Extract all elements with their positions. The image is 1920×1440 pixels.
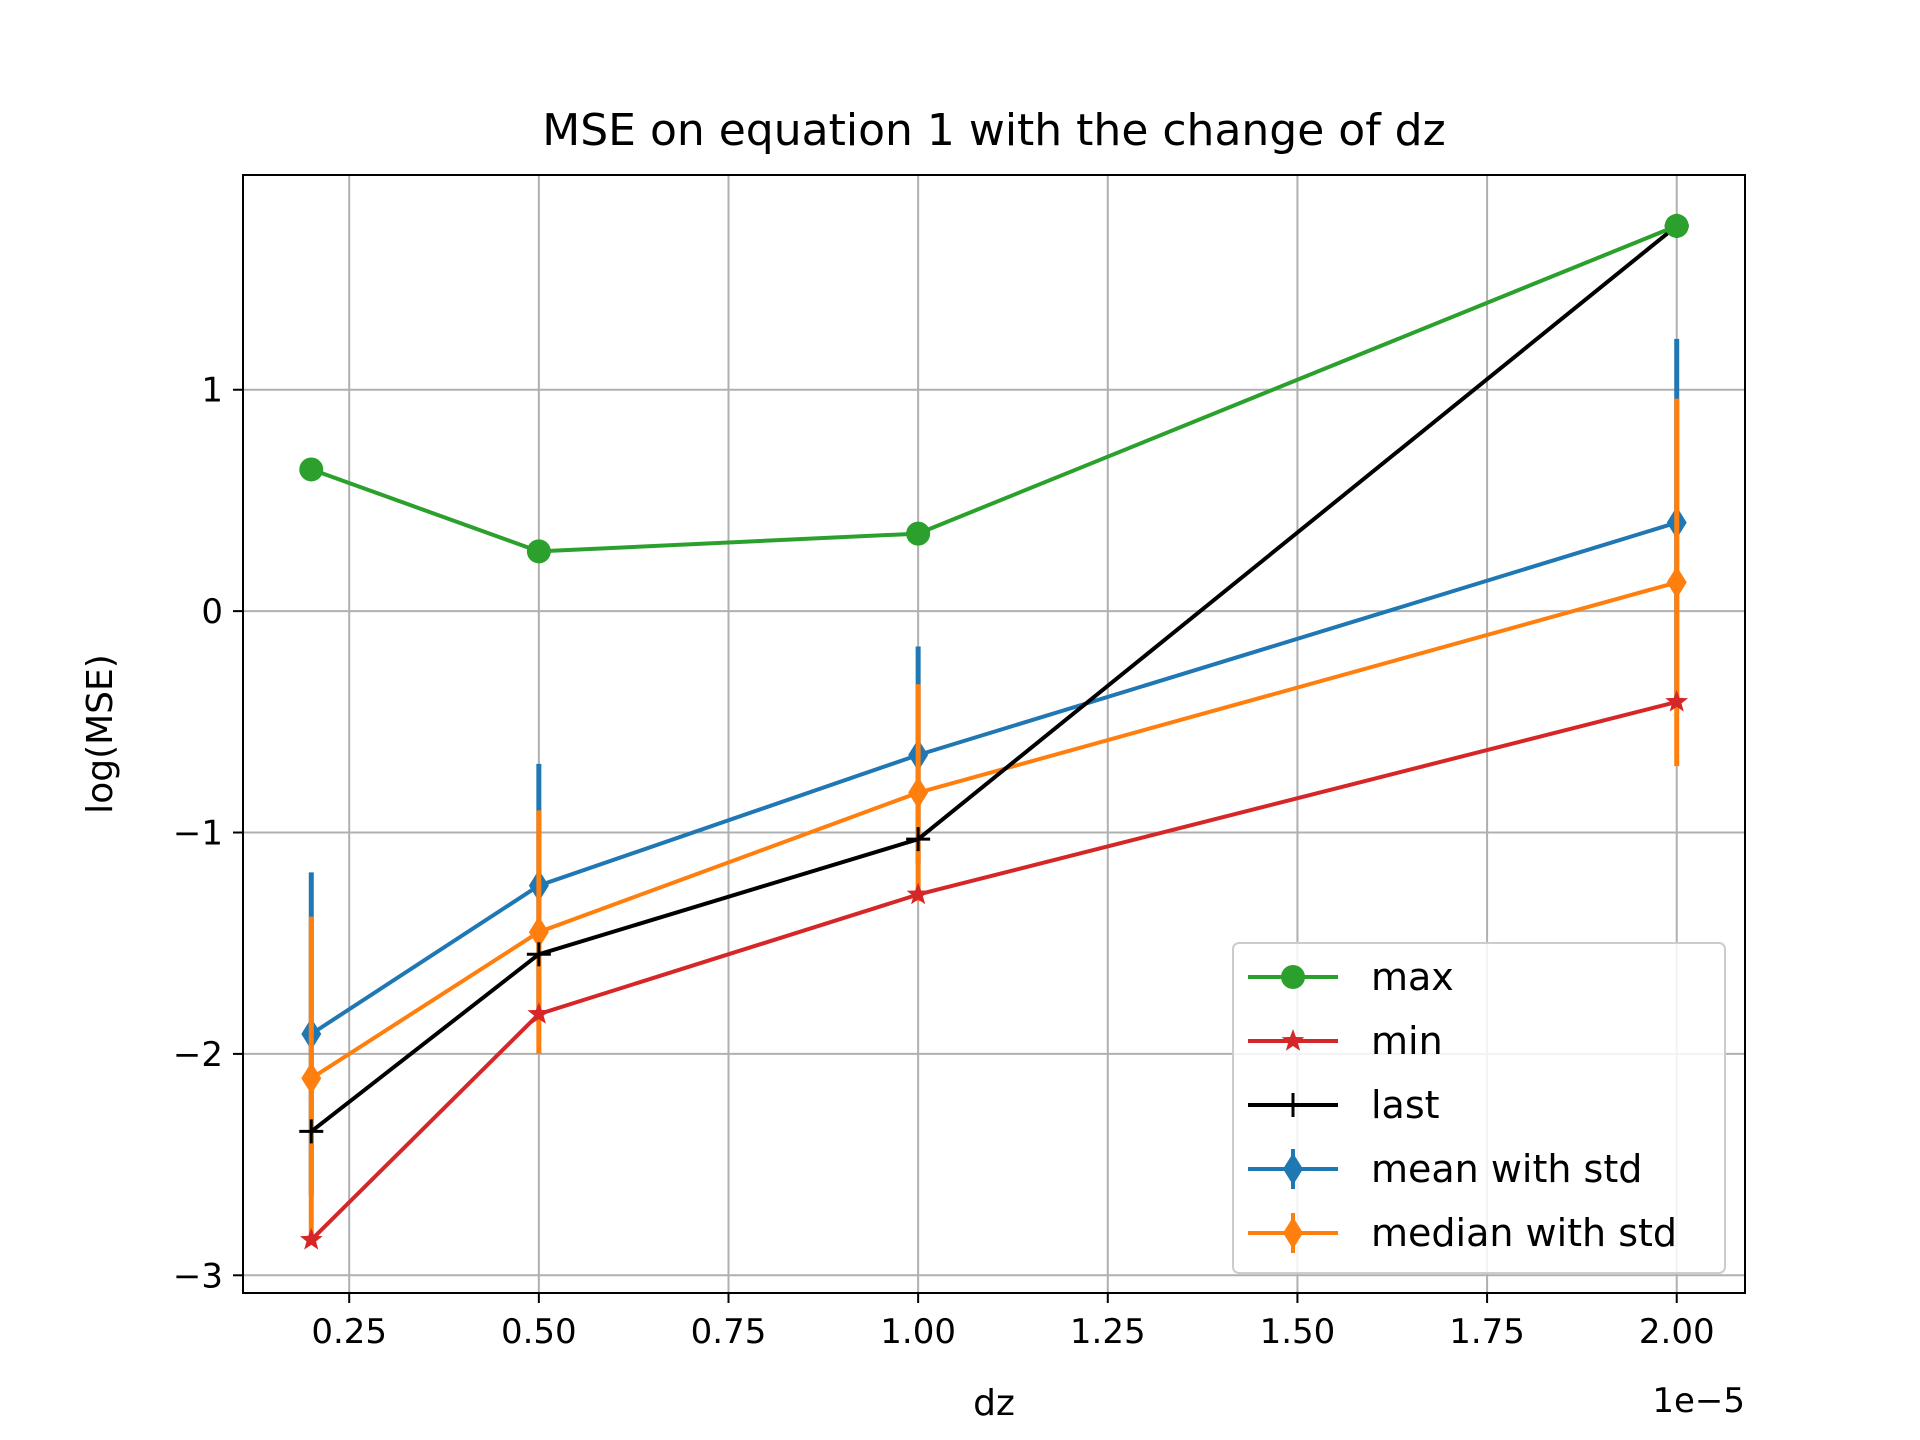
data-point	[526, 539, 551, 564]
legend-marker	[1281, 1093, 1305, 1117]
y-tick-label: 0	[201, 592, 223, 632]
y-tick-label: −3	[173, 1256, 223, 1296]
legend-marker	[1281, 1029, 1305, 1051]
series-line	[310, 224, 1678, 1133]
data-point	[528, 916, 549, 949]
data-point	[908, 776, 929, 809]
legend-entry: min	[1248, 1019, 1443, 1063]
x-tick-label: 1.50	[1260, 1312, 1336, 1352]
data-point	[527, 1002, 551, 1024]
series-line	[310, 520, 1678, 1036]
data-point	[526, 942, 551, 967]
legend-label: mean with std	[1371, 1147, 1642, 1191]
legend-label: max	[1371, 955, 1454, 999]
plot-area	[299, 213, 1689, 1250]
data-point	[299, 1119, 324, 1144]
legend-entry: last	[1248, 1083, 1440, 1127]
data-point	[301, 1062, 322, 1095]
data-point	[1665, 689, 1689, 712]
x-tick-label: 0.50	[501, 1312, 577, 1352]
axis-ticks: 0.25 0.50 0.75 1.00 1.25 1.50 1.75 2.00 −3 −2 −1 0 1	[173, 371, 1715, 1352]
series-line	[310, 580, 1678, 1080]
x-axis-offset-label: 1e−5	[1652, 1381, 1745, 1421]
data-point	[906, 521, 931, 546]
series-line	[310, 224, 1678, 554]
series-min	[299, 689, 1689, 1250]
chart-title: MSE on equation 1 with the change of dz	[542, 105, 1445, 156]
legend-label: median with std	[1371, 1211, 1677, 1255]
legend-marker	[1283, 1217, 1303, 1249]
legend-box	[1232, 942, 1726, 1274]
data-point	[906, 827, 931, 852]
data-point	[1664, 213, 1689, 238]
legend-label: last	[1371, 1083, 1440, 1127]
legend-label: min	[1371, 1019, 1443, 1063]
x-axis-label: dz	[973, 1383, 1015, 1424]
legend-entry: max	[1248, 955, 1454, 999]
series-max	[299, 213, 1689, 564]
series-line	[309, 699, 1678, 1242]
data-point	[299, 1227, 323, 1250]
y-tick-label: −2	[173, 1035, 223, 1075]
x-tick-label: 2.00	[1639, 1312, 1715, 1352]
legend-marker	[1281, 965, 1305, 989]
x-tick-label: 1.25	[1070, 1312, 1146, 1352]
y-tick-label: 1	[201, 371, 223, 411]
data-point	[299, 457, 324, 482]
data-point	[906, 882, 930, 905]
x-tick-label: 1.75	[1449, 1312, 1525, 1352]
legend: max min last mean with std median with std	[1232, 942, 1726, 1274]
y-axis-label: log(MSE)	[80, 654, 121, 814]
y-tick-label: −1	[173, 814, 223, 854]
legend-entry: mean with std	[1248, 1147, 1642, 1191]
x-tick-label: 0.25	[311, 1312, 387, 1352]
x-tick-label: 1.00	[880, 1312, 956, 1352]
data-point	[1666, 566, 1687, 599]
legend-entry: median with std	[1248, 1211, 1677, 1255]
plot-frame	[242, 174, 1746, 1294]
x-tick-label: 0.75	[691, 1312, 767, 1352]
legend-marker	[1283, 1153, 1303, 1185]
